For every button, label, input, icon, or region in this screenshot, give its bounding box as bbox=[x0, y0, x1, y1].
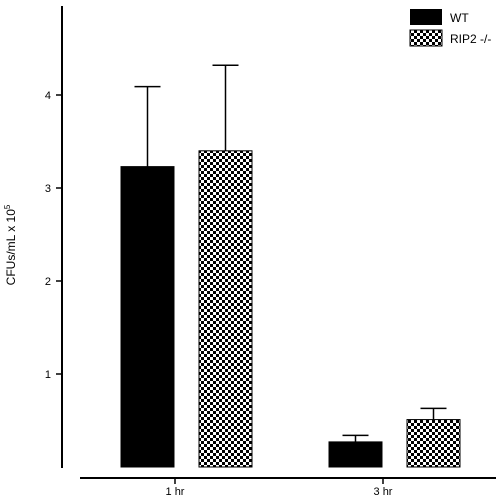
y-tick-label-3: 3 bbox=[45, 183, 51, 195]
x-tick-label-1: 3 hr bbox=[374, 486, 393, 496]
bar-rip2-0 bbox=[198, 150, 253, 468]
bar-wt-1 bbox=[328, 441, 383, 468]
legend-swatch-wt bbox=[410, 9, 442, 25]
bar-wt-0 bbox=[120, 166, 175, 468]
bar-rip2-1 bbox=[406, 419, 461, 468]
x-ticks: 1 hr 3 hr bbox=[166, 478, 393, 496]
y-axis: 1 2 3 4 bbox=[45, 6, 63, 468]
legend-label-wt: WT bbox=[450, 11, 469, 25]
legend-swatch-rip2 bbox=[409, 29, 443, 47]
y-tick-label-1: 1 bbox=[45, 369, 51, 381]
y-ticks: 1 2 3 4 bbox=[45, 90, 62, 381]
y-axis-label-superscript: 5 bbox=[3, 204, 12, 209]
y-axis-label: CFUs/mL x 105 bbox=[3, 204, 18, 285]
x-tick-label-0: 1 hr bbox=[166, 486, 185, 496]
y-tick-label-4: 4 bbox=[45, 90, 51, 102]
legend-label-rip2: RIP2 -/- bbox=[450, 32, 491, 46]
x-axis: 1 hr 3 hr bbox=[80, 477, 496, 496]
legend: WT RIP2 -/- bbox=[409, 9, 491, 47]
bars bbox=[120, 150, 461, 468]
error-bars bbox=[134, 64, 447, 442]
y-tick-label-2: 2 bbox=[45, 276, 51, 288]
